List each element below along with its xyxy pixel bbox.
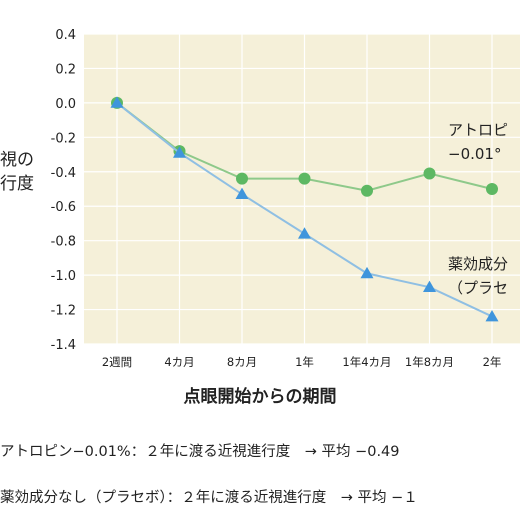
y-tick-label: 0.0 — [55, 97, 76, 112]
legend-atropine-line-2: −0.01° — [448, 145, 502, 163]
plot-area — [84, 34, 520, 344]
x-tick-label: 2年 — [483, 355, 502, 369]
y-tick-label: -1.4 — [51, 338, 76, 353]
legend-placebo-line-2: （プラセ — [448, 279, 509, 297]
y-axis-title: 視の 行度 — [0, 148, 34, 196]
data-point-triangle — [235, 187, 249, 200]
data-point-triangle — [298, 227, 311, 239]
data-point-triangle — [360, 266, 374, 279]
y-tick-label: -1.0 — [51, 269, 76, 284]
y-axis-title-line-1: 視の — [0, 150, 34, 170]
data-point-circle — [486, 183, 498, 195]
x-axis-title: 点眼開始からの期間 — [183, 387, 337, 407]
x-tick-label: 8カ月 — [227, 355, 257, 369]
data-point-circle — [423, 167, 436, 180]
y-axis-title-line-2: 行度 — [0, 174, 34, 194]
y-tick-label: 0.4 — [55, 28, 76, 43]
y-tick-label: -0.6 — [51, 200, 76, 215]
y-tick-label: -0.8 — [51, 235, 76, 250]
series-layer — [110, 96, 499, 322]
legend-atropine-line-1: アトロピ — [448, 121, 509, 139]
x-tick-label: 2週間 — [102, 355, 132, 369]
data-point-circle — [361, 184, 373, 197]
x-tick-label: 1年8カ月 — [405, 355, 454, 369]
data-point-circle — [236, 172, 248, 185]
x-tick-label: 4カ月 — [164, 355, 194, 369]
x-tick-label: 1年 — [295, 355, 314, 369]
y-tick-label: -1.2 — [51, 304, 76, 319]
y-tick-label: 0.2 — [55, 62, 76, 77]
note-atropine: アトロピン−0.01%：２年に渡る近視進行度 → 平均 −0.49 — [0, 444, 400, 460]
x-tick-labels: 2週間 4カ月 8カ月 1年 1年4カ月 1年8カ月 2年 — [102, 355, 502, 369]
data-point-triangle — [423, 280, 436, 293]
data-point-triangle — [485, 309, 499, 322]
note-placebo: 薬効成分なし（プラセボ）：２年に渡る近視進行度 → 平均 −１ — [0, 490, 418, 506]
x-tick-label: 1年4カ月 — [342, 355, 391, 369]
data-point-triangle — [173, 146, 186, 158]
legend-placebo-line-1: 薬効成分 — [448, 255, 509, 273]
y-tick-labels: 0.4 0.2 0.0 -0.2 -0.4 -0.6 -0.8 -1.0 -1.2 -1.4 — [51, 28, 76, 353]
y-tick-label: -0.4 — [51, 166, 76, 181]
data-point-triangle — [110, 96, 124, 108]
legend-placebo: 薬効成分 （プラセ — [448, 252, 508, 300]
y-tick-label: -0.2 — [51, 131, 76, 146]
legend-atropine: アトロピ −0.01° — [448, 118, 508, 166]
data-point-circle — [298, 172, 311, 185]
